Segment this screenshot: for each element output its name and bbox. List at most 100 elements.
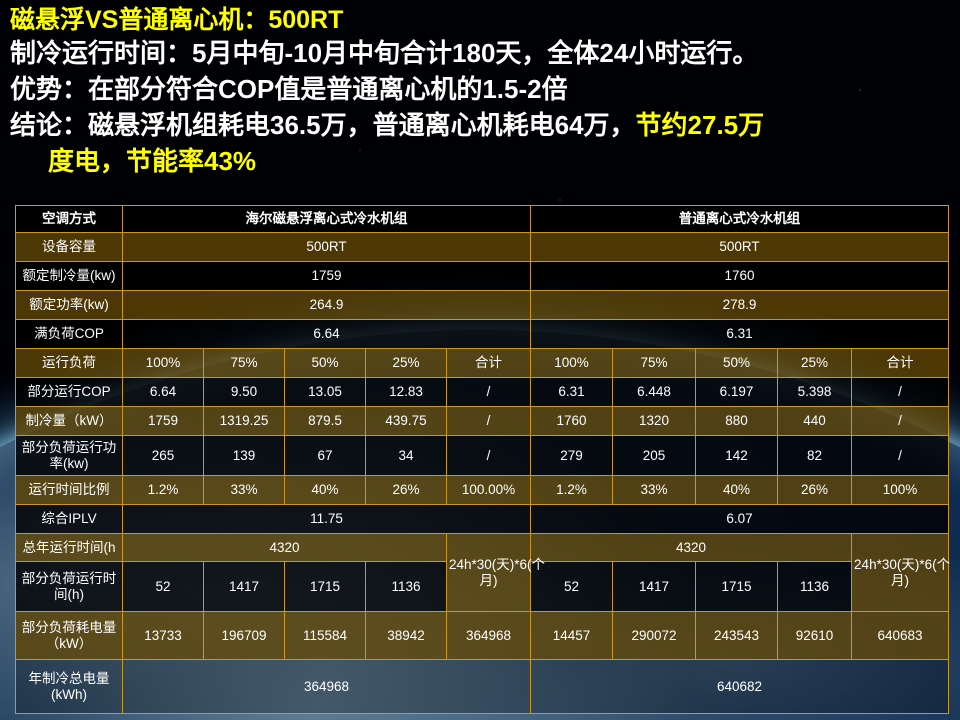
value-right: 6.07 bbox=[530, 504, 950, 534]
value-right: 75% bbox=[612, 348, 697, 378]
row-label: 部分运行COP bbox=[15, 377, 123, 407]
row-label: 运行负荷 bbox=[15, 348, 123, 378]
value-right: 6.31 bbox=[530, 319, 950, 349]
value-right: 4320 bbox=[530, 533, 853, 562]
value-right: 25% bbox=[777, 348, 853, 378]
value-right: 279 bbox=[530, 435, 614, 476]
value-right: / bbox=[851, 406, 950, 436]
value-right: 440 bbox=[777, 406, 853, 436]
value-right: 142 bbox=[695, 435, 779, 476]
conclusion-accent: 节约27.5万 bbox=[635, 109, 765, 140]
value-left: 6.64 bbox=[122, 377, 204, 407]
value-left: 100% bbox=[122, 348, 204, 378]
row-label: 综合IPLV bbox=[15, 504, 123, 534]
value-right: / bbox=[851, 377, 950, 407]
value-left: 1136 bbox=[365, 561, 447, 612]
value-left: 364968 bbox=[121, 659, 532, 714]
table-row: 设备容量 500RT 500RT bbox=[15, 232, 950, 262]
row-label: 部分负荷运行时间(h) bbox=[15, 561, 123, 612]
value-right: 40% bbox=[695, 475, 779, 505]
value-right: 1715 bbox=[695, 561, 779, 612]
value-right: 82 bbox=[777, 435, 853, 476]
value-left: 13733 bbox=[122, 611, 204, 660]
value-right: 100% bbox=[851, 475, 950, 505]
row-label: 设备容量 bbox=[15, 232, 123, 262]
row-label: 部分负荷运行功率(kw) bbox=[15, 435, 123, 476]
comparison-table: 空调方式 海尔磁悬浮离心式冷水机组 普通离心式冷水机组 设备容量 500RT 500RT 额… bbox=[15, 205, 950, 714]
value-left: 34 bbox=[365, 435, 447, 476]
value-right: 合计 bbox=[851, 348, 950, 378]
row-label: 额定功率(kw) bbox=[15, 290, 123, 320]
value-right: 50% bbox=[695, 348, 779, 378]
conclusion-wrap: 度电，节能率43% bbox=[48, 145, 257, 176]
value-left: 67 bbox=[284, 435, 366, 476]
headline-line-1: 制冷运行时间：5月中旬-10月中旬合计180天，全体24小时运行。 bbox=[10, 38, 759, 68]
value-left: 265 bbox=[122, 435, 204, 476]
value-left: 1759 bbox=[121, 261, 532, 291]
row-label: 额定制冷量(kw) bbox=[15, 261, 123, 291]
table-row: 运行时间比例 1.2% 33% 40% 26% 100.00% 1.2% 33% 40% 26% 1… bbox=[15, 475, 950, 505]
table-row: 制冷量（kW） 1759 1319.25 879.5 439.75/1760 1320 88… bbox=[15, 406, 950, 436]
value-left: 75% bbox=[203, 348, 285, 378]
table-row-annual-total: 年制冷总电量(kWh) 364968 640682 bbox=[15, 659, 950, 714]
value-left: 364968 bbox=[445, 611, 532, 660]
value-left: 52 bbox=[122, 561, 204, 612]
row-label: 制冷量（kW） bbox=[15, 406, 123, 436]
value-right: 14457 bbox=[530, 611, 614, 660]
row-label: 部分负荷耗电量（kW） bbox=[15, 611, 123, 660]
value-left: 100.00% bbox=[445, 475, 532, 505]
value-left: 4320 bbox=[122, 533, 447, 562]
row-label: 年制冷总电量(kWh) bbox=[15, 659, 123, 714]
slide-title: 磁悬浮VS普通离心机：500RT bbox=[10, 6, 344, 34]
value-left: / bbox=[445, 377, 532, 407]
value-left: 439.75 bbox=[365, 406, 447, 436]
value-left: 1.2% bbox=[122, 475, 204, 505]
header-group-right: 普通离心式冷水机组 bbox=[530, 205, 950, 233]
value-right: 640683 bbox=[851, 611, 950, 660]
value-left: 500RT bbox=[121, 232, 532, 262]
value-left: 264.9 bbox=[121, 290, 532, 320]
value-right: 243543 bbox=[695, 611, 779, 660]
headline-line-2: 优势：在部分符合COP值是普通离心机的1.5-2倍 bbox=[10, 73, 568, 104]
table-body: 空调方式 海尔磁悬浮离心式冷水机组 普通离心式冷水机组 设备容量 500RT 500RT 额… bbox=[15, 205, 950, 714]
table-row-total-hours: 总年运行时间(h 4320 24h*30(天)*6(个月) 4320 24h*30(天)… bbox=[15, 533, 950, 612]
value-right: 1.2% bbox=[530, 475, 614, 505]
value-right: 92610 bbox=[777, 611, 853, 660]
table-row: 部分运行COP 6.64 9.50 13.05 12.83/6.31 6.448 6.197… bbox=[15, 377, 950, 407]
value-left: 13.05 bbox=[284, 377, 366, 407]
value-left: 11.75 bbox=[121, 504, 532, 534]
value-left: 1417 bbox=[203, 561, 285, 612]
value-right: 1417 bbox=[612, 561, 697, 612]
value-left: 879.5 bbox=[284, 406, 366, 436]
row-label: 总年运行时间(h bbox=[15, 533, 123, 562]
value-left: 38942 bbox=[365, 611, 447, 660]
value-right: 880 bbox=[695, 406, 779, 436]
table-row: 额定制冷量(kw) 1759 1760 bbox=[15, 261, 950, 291]
row-label: 运行时间比例 bbox=[15, 475, 123, 505]
value-left: 9.50 bbox=[203, 377, 285, 407]
value-right: 26% bbox=[777, 475, 853, 505]
value-left: 40% bbox=[284, 475, 366, 505]
value-left: 25% bbox=[365, 348, 447, 378]
value-right: 1320 bbox=[612, 406, 697, 436]
value-right: / bbox=[851, 435, 950, 476]
value-right: 290072 bbox=[612, 611, 697, 660]
header-group-left: 海尔磁悬浮离心式冷水机组 bbox=[121, 205, 532, 233]
value-right: 6.31 bbox=[530, 377, 614, 407]
value-left: / bbox=[445, 406, 532, 436]
value-right: 1760 bbox=[530, 406, 614, 436]
value-right: 1136 bbox=[777, 561, 853, 612]
conclusion-line: 结论：磁悬浮机组耗电36.5万，普通离心机耗电64万，节约27.5万 bbox=[10, 108, 954, 144]
table-row-part-energy: 部分负荷耗电量（kW） 13733 196709 115584 38942 364968 1… bbox=[15, 611, 950, 660]
note-right: 24h*30(天)*6(个月) bbox=[851, 533, 950, 612]
value-left: / bbox=[445, 435, 532, 476]
value-left: 50% bbox=[284, 348, 366, 378]
table-row-part-hours: 部分负荷运行时间(h) 52 1417 1715 1136 52 1417 1715 1136 bbox=[15, 561, 949, 612]
value-right: 52 bbox=[530, 561, 614, 612]
table-header-row: 空调方式 海尔磁悬浮离心式冷水机组 普通离心式冷水机组 bbox=[15, 205, 950, 233]
value-left: 1319.25 bbox=[203, 406, 285, 436]
value-right: 500RT bbox=[530, 232, 950, 262]
value-left: 26% bbox=[365, 475, 447, 505]
table-row: 运行负荷 100% 75% 50% 25% 合计 100% 75% 50% 25% 合计 bbox=[15, 348, 950, 378]
value-right: 100% bbox=[530, 348, 614, 378]
